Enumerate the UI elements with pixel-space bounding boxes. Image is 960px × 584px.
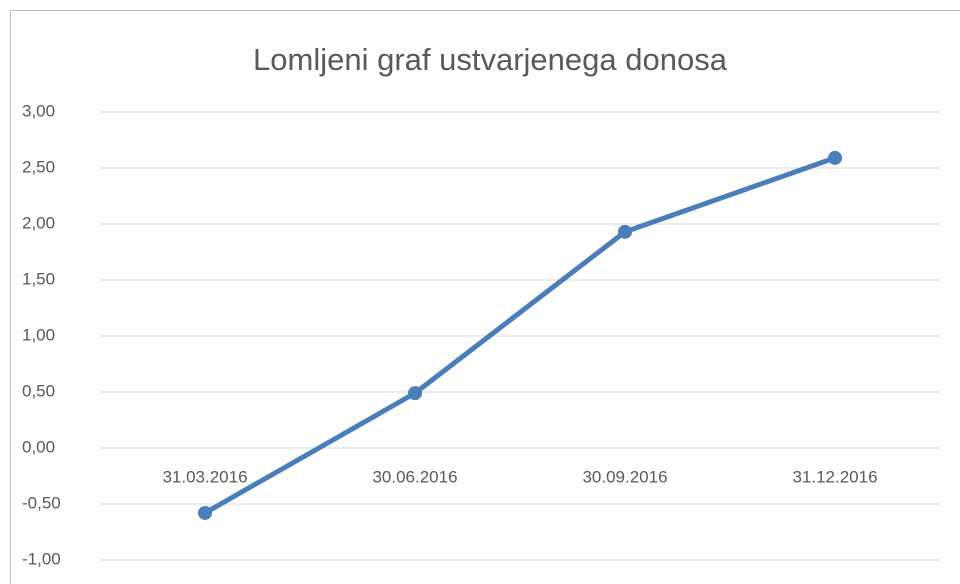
y-tick-label: 0,50	[22, 381, 55, 400]
y-tick-label: 1,00	[22, 325, 55, 344]
chart-frame	[10, 10, 960, 584]
x-tick-label: 30.06.2016	[372, 467, 457, 486]
y-tick-label: -1,00	[22, 549, 61, 568]
y-tick-label: -0,50	[22, 493, 61, 512]
point	[198, 505, 212, 520]
y-tick-label: 1,50	[22, 269, 55, 288]
point	[408, 386, 422, 401]
series-line	[202, 155, 838, 516]
y-tick-label: 2,50	[22, 157, 55, 176]
y-tick-label: 0,00	[22, 437, 55, 456]
y-tick-label: 2,00	[22, 213, 55, 232]
x-tick-label: 30.09.2016	[582, 467, 667, 486]
x-tick-label: 31.12.2016	[792, 467, 877, 486]
point	[618, 224, 632, 239]
chart-title: Lomljeni graf ustvarjenega donosa	[253, 42, 728, 77]
x-tick-label: 31.03.2016	[162, 467, 247, 486]
y-tick-label: 3,00	[22, 101, 55, 120]
point	[828, 150, 842, 165]
